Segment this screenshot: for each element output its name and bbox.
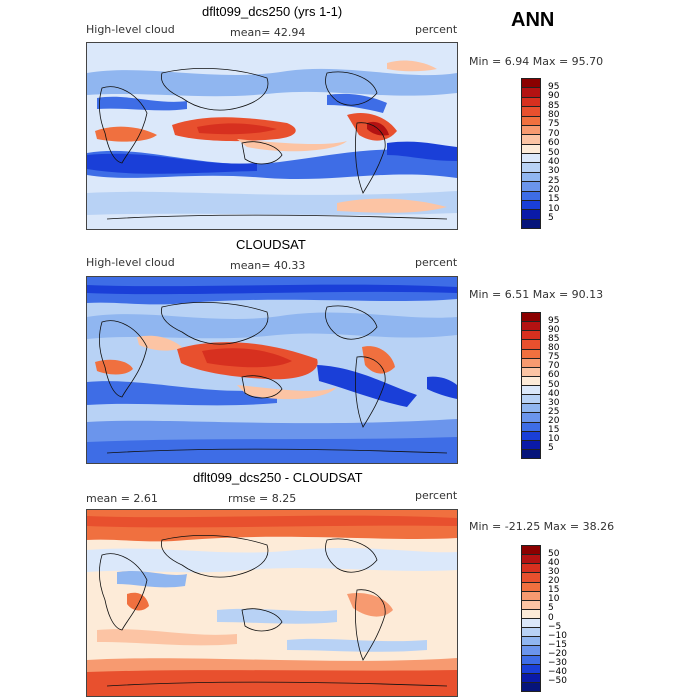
colorbar-tick-label: 75 [548,352,560,363]
colorbar-tick-label: 90 [548,91,560,102]
panel-title: dflt099_dcs250 - CLOUDSAT [193,470,363,485]
colorbar-tick-label: 15 [548,585,560,596]
colorbar-tick-label: 30 [548,166,560,177]
colorbar-tick-label: 20 [548,416,560,426]
colorbar-tick-label: 95 [548,81,560,92]
colorbar-tick-label: 60 [548,138,560,149]
colorbar-tick-label: 30 [548,397,560,408]
colorbar-tick-label: 50 [548,379,560,390]
units-label: percent [415,23,458,36]
colorbar-swatch [521,218,541,229]
colorbar-swatch [521,681,541,692]
colorbar-tick-label: 80 [548,343,560,353]
colorbar-tick-label: 10 [548,594,560,605]
colorbar-tick-label: 5 [548,603,554,614]
colorbar-tick-label: 5 [548,443,554,454]
colorbar-tick-label: 40 [548,156,560,167]
mean-label: mean= 42.94 [230,26,306,39]
colorbar-tick-label: 80 [548,110,560,120]
colorbar-tick-label: 70 [548,128,560,139]
colorbar-tick-label: 10 [548,203,560,214]
colorbar-tick-label: 90 [548,324,560,335]
colorbar-tick-label: 10 [548,434,560,445]
mean-label: mean = 2.61 [86,492,158,505]
colorbar-tick-label: 0 [548,612,554,623]
colorbar-tick-label: −10 [548,630,567,641]
colorbar-tick-label: 60 [548,370,560,381]
variable-label: High-level cloud [86,256,175,269]
colorbar-tick-label: −5 [548,621,562,632]
colorbar-tick-label: 20 [548,185,560,195]
season-title: ANN [511,9,555,31]
map-field [87,277,457,463]
colorbar-tick-label: 40 [548,557,560,568]
map-field [87,510,457,696]
map-field [87,43,457,229]
panel-title: dflt099_dcs250 (yrs 1-1) [202,4,343,19]
min-max-label: Min = 6.94 Max = 95.70 [469,55,604,68]
map-observation [86,276,458,464]
colorbar-tick-label: 25 [548,406,560,417]
min-max-label: Min = 6.51 Max = 90.13 [469,288,604,301]
colorbar-tick-label: 50 [548,548,560,559]
panel-title: CLOUDSAT [236,237,306,252]
map-model [86,42,458,230]
colorbar-tick-label: 50 [548,147,560,158]
rmse-label: rmse = 8.25 [228,492,297,505]
colorbar-tick-label: −40 [548,667,567,678]
colorbar-tick-label: 85 [548,100,560,111]
colorbar-tick-label: 15 [548,194,560,205]
units-label: percent [415,256,458,269]
colorbar-tick-label: 25 [548,175,560,186]
colorbar-difference: 50 40 30 20 15 10 5 0 −5 −10 −15 −20 −30 −40 −50 [521,545,567,692]
map-difference [86,509,458,697]
mean-label: mean= 40.33 [230,259,306,272]
colorbar-tick-label: −15 [548,639,567,650]
colorbar-tick-label: 5 [548,213,554,224]
colorbar-tick-label: 70 [548,361,560,372]
colorbar-tick-label: 95 [548,315,560,326]
units-label: percent [415,489,458,502]
colorbar-tick-label: 15 [548,425,560,436]
colorbar-observation: 95 90 85 80 75 70 60 50 40 30 25 20 15 10 5 [521,312,559,459]
colorbar-tick-label: 75 [548,119,560,130]
colorbar-tick-label: 40 [548,388,560,399]
colorbar-tick-label: 85 [548,333,560,344]
colorbar-model: 95 90 85 80 75 70 60 50 40 30 25 20 15 10 5 [521,78,559,229]
colorbar-tick-label: 20 [548,576,560,586]
colorbar-tick-label: −20 [548,649,567,659]
variable-label: High-level cloud [86,23,175,36]
colorbar-tick-label: −50 [548,676,567,687]
colorbar-tick-label: 30 [548,566,560,577]
colorbar-tick-label: −30 [548,658,567,669]
colorbar-swatch [521,448,541,459]
min-max-label: Min = -21.25 Max = 38.26 [469,520,615,533]
